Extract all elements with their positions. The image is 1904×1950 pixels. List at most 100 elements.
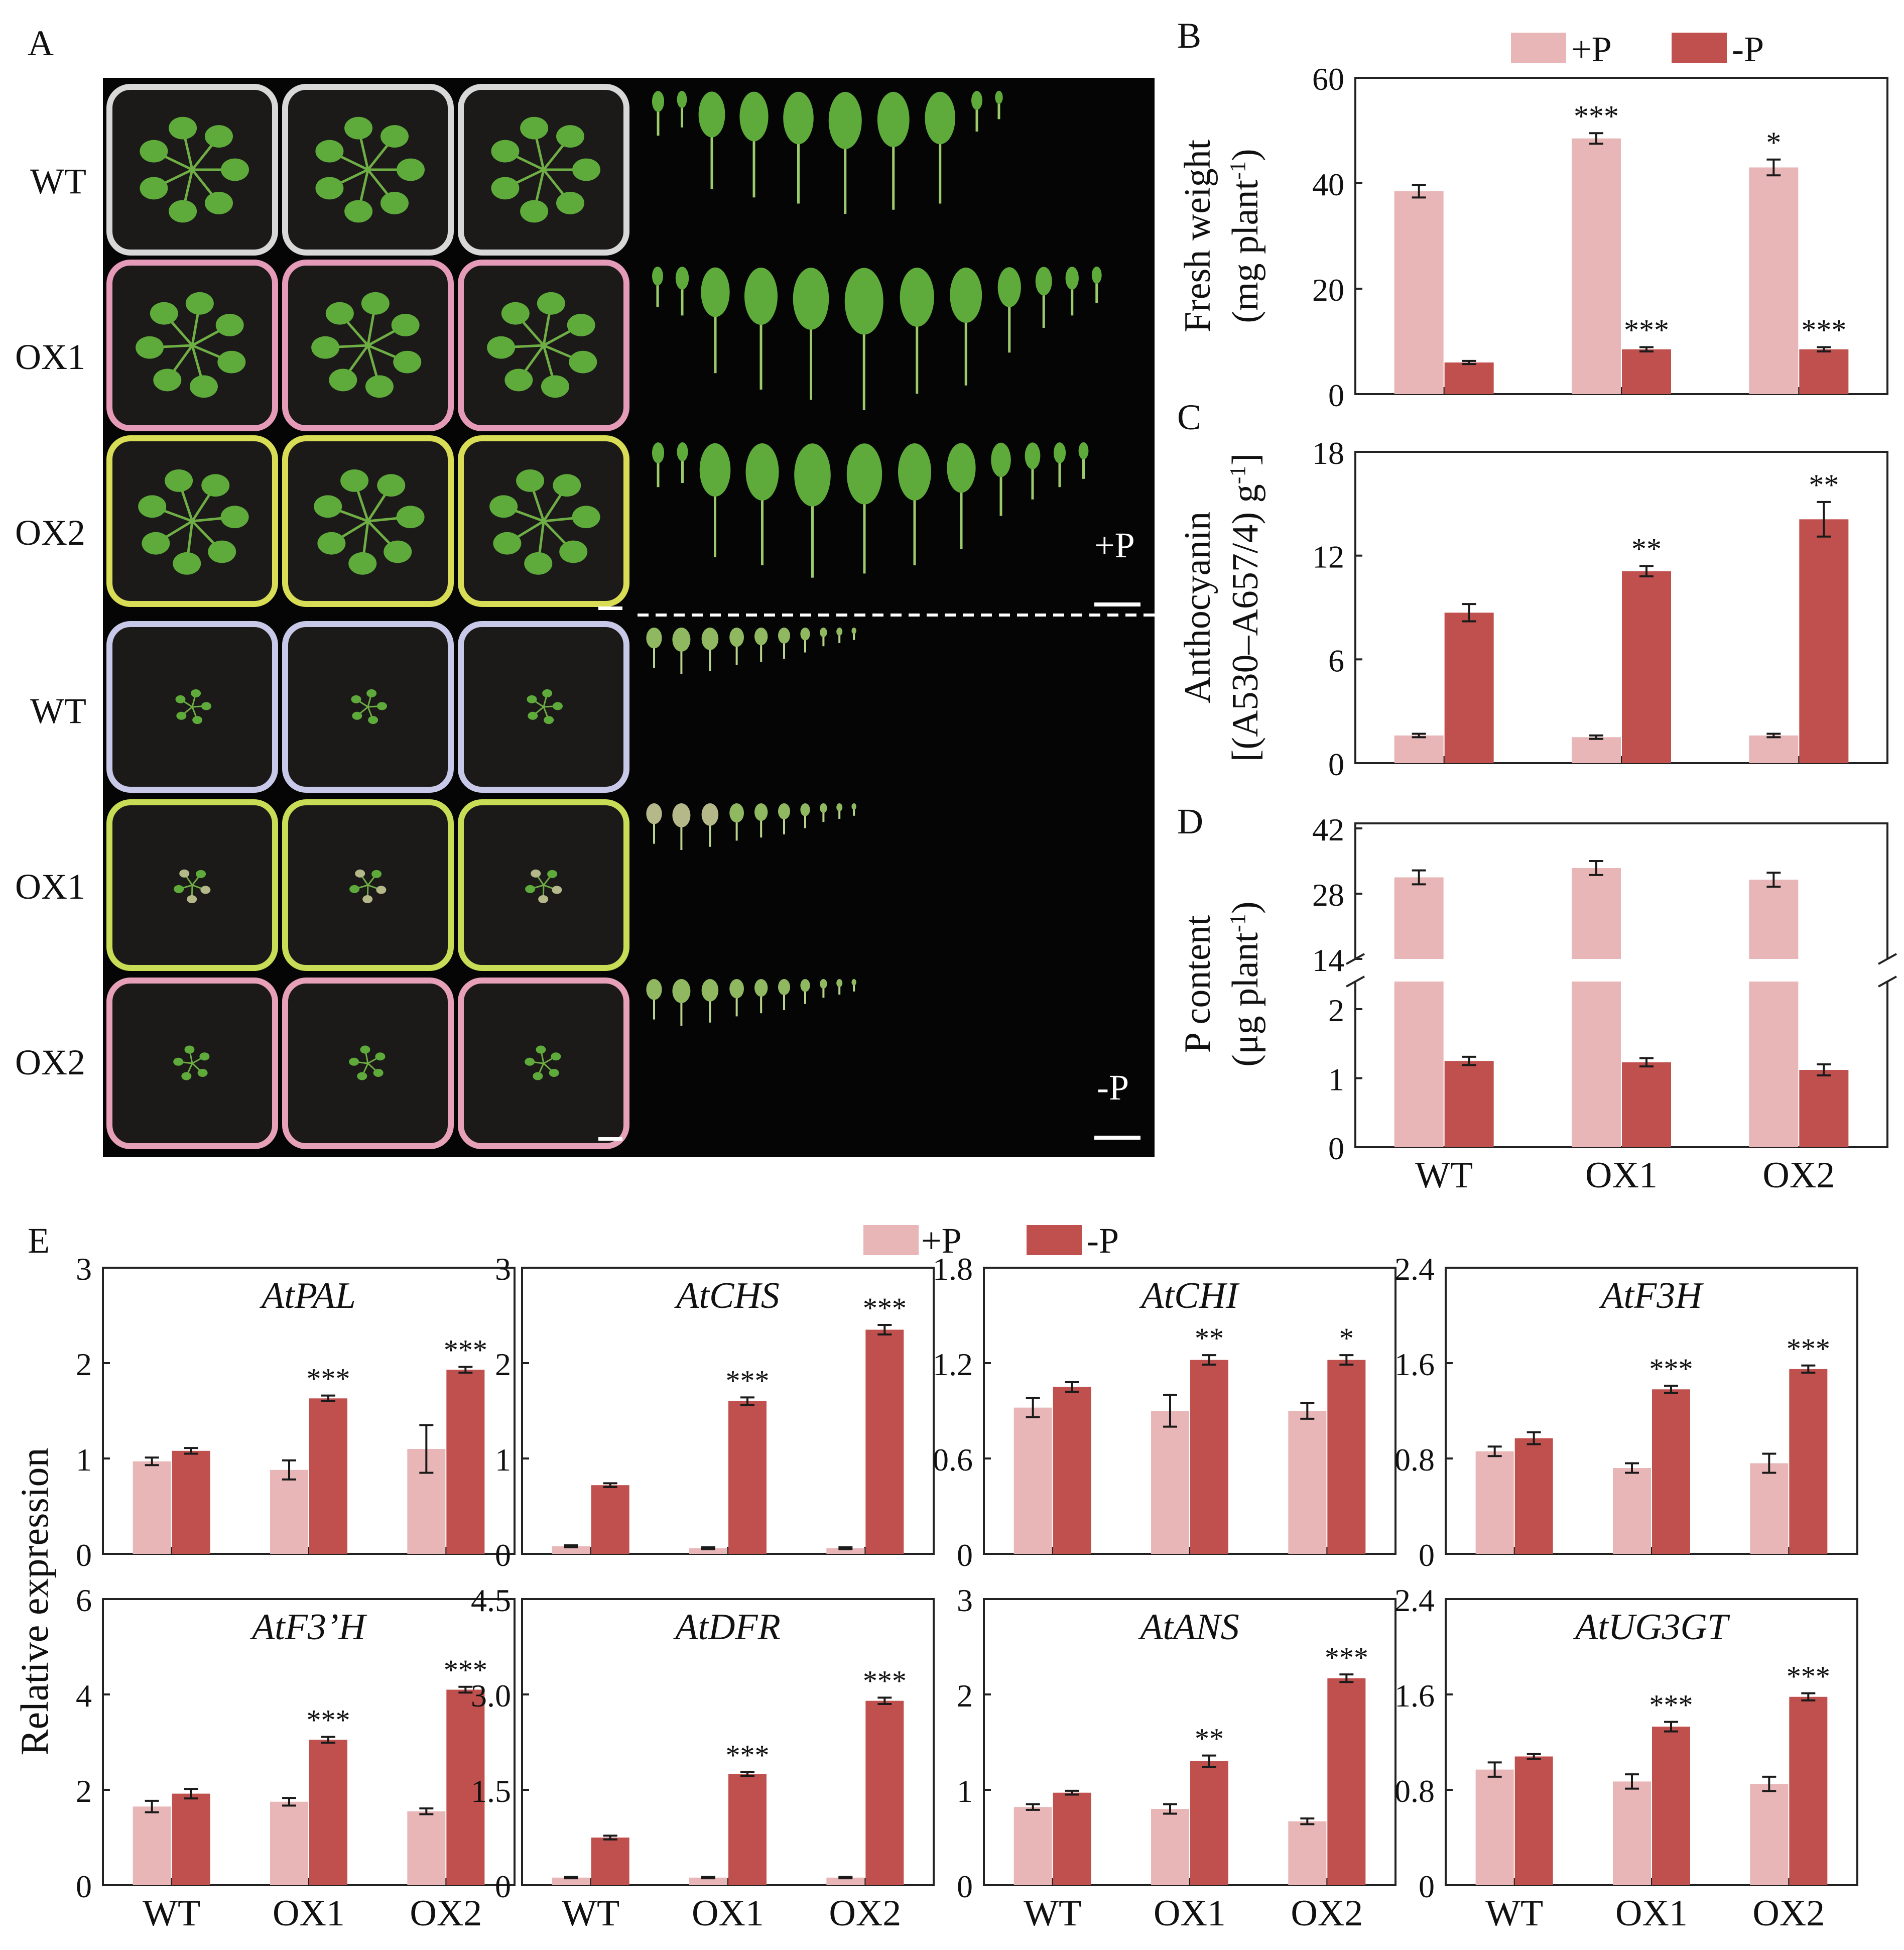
bar-minus bbox=[591, 1838, 629, 1885]
y-tick-label: 0.8 bbox=[1394, 1773, 1435, 1809]
y-tick-label: 0 bbox=[957, 1537, 973, 1573]
detached-leaf bbox=[729, 803, 744, 823]
y-tick-label: 18 bbox=[1312, 435, 1344, 471]
rosette-leaf bbox=[493, 532, 522, 555]
rosette-leaf bbox=[487, 336, 516, 359]
row-label: OX2 bbox=[15, 513, 85, 553]
significance-stars: *** bbox=[726, 1364, 770, 1397]
rosette-leaf bbox=[196, 870, 206, 878]
y-tick-label: 0 bbox=[495, 1537, 511, 1573]
y-tick-label: 3.0 bbox=[471, 1678, 511, 1714]
rosette-leaf bbox=[176, 711, 187, 720]
rosette-leaf bbox=[547, 870, 558, 878]
legend-e: +P -P bbox=[863, 1221, 1119, 1261]
row-label: WT bbox=[30, 161, 86, 201]
gene-name: AtANS bbox=[1137, 1607, 1239, 1648]
gene-name: AtF3H bbox=[1598, 1275, 1704, 1316]
bar-plus bbox=[1394, 982, 1444, 1147]
rosette-leaf bbox=[191, 689, 201, 697]
rosette-leaf bbox=[567, 314, 595, 336]
bar-plus bbox=[1749, 735, 1799, 763]
bar-plus bbox=[1572, 138, 1621, 394]
legend-swatch-minus bbox=[1027, 1225, 1082, 1255]
rosette-leaf bbox=[187, 895, 197, 903]
detached-leaf bbox=[754, 803, 768, 821]
detached-leaf bbox=[701, 979, 719, 1002]
x-tick-label: OX2 bbox=[1291, 1893, 1363, 1934]
bar-plus bbox=[1013, 1807, 1052, 1885]
x-tick-label: OX2 bbox=[1752, 1893, 1825, 1934]
detached-leaf bbox=[652, 267, 663, 286]
y-tick-label: 28 bbox=[1312, 877, 1344, 913]
y-tick-label: 0.8 bbox=[1394, 1442, 1435, 1478]
panel-letter-b: B bbox=[1177, 16, 1201, 56]
detached-leaf bbox=[950, 267, 982, 323]
bar-minus bbox=[1622, 1062, 1671, 1147]
bar-plus bbox=[1613, 1781, 1651, 1885]
axis-break-mark bbox=[1878, 976, 1897, 988]
detached-leaf bbox=[778, 628, 790, 644]
bar-plus bbox=[270, 1801, 308, 1885]
bar-minus bbox=[446, 1689, 485, 1885]
bar-plus bbox=[689, 1548, 727, 1554]
detached-leaf bbox=[1091, 266, 1102, 284]
chart-anthocyanin: 0 6 12 18 ** ** Anthocyanin [(A530–A657/4) g-1] bbox=[1177, 435, 1888, 782]
rosette-leaf bbox=[215, 314, 244, 336]
detached-leaf bbox=[898, 443, 931, 501]
row-label: WT bbox=[30, 691, 86, 731]
detached-leaf bbox=[900, 268, 934, 327]
detached-leaf bbox=[778, 803, 790, 819]
y-tick-label: 0 bbox=[1328, 747, 1344, 782]
bar-minus bbox=[1799, 519, 1849, 763]
bar-minus bbox=[1190, 1360, 1228, 1554]
bar-minus bbox=[1799, 349, 1849, 394]
gene-panel: 0 0.8 1.6 2.4 *** *** AtF3H bbox=[1394, 1251, 1858, 1573]
bar-minus bbox=[309, 1398, 347, 1554]
y-axis-label: Anthocyanin bbox=[1177, 512, 1218, 703]
y-tick-label: 0 bbox=[1328, 1131, 1344, 1166]
rosette-leaf bbox=[200, 886, 211, 894]
bar-plus bbox=[1572, 868, 1621, 959]
rosette-leaf bbox=[314, 495, 342, 518]
y-tick-label: 60 bbox=[1312, 61, 1344, 97]
y-tick-label: 1.8 bbox=[933, 1251, 973, 1287]
rosette-leaf bbox=[552, 702, 563, 710]
bar-minus bbox=[1514, 1438, 1553, 1554]
gene-name: AtPAL bbox=[259, 1275, 356, 1316]
detached-leaf bbox=[851, 979, 856, 986]
detached-leaf bbox=[820, 628, 827, 638]
rosette-leaf bbox=[142, 532, 170, 555]
bar-minus bbox=[1652, 1727, 1690, 1885]
detached-leaf bbox=[1078, 442, 1089, 460]
rosette-leaf bbox=[536, 1045, 546, 1054]
detached-leaf bbox=[1065, 267, 1079, 290]
detached-leaf bbox=[677, 90, 687, 108]
rosette-leaf bbox=[569, 350, 597, 374]
y-tick-label: 2 bbox=[76, 1347, 92, 1382]
bar-plus bbox=[1394, 735, 1444, 763]
rosette-leaf bbox=[175, 695, 186, 703]
rosette-leaf bbox=[221, 158, 249, 181]
gene-name: AtF3’H bbox=[249, 1607, 367, 1648]
unit-close: ) bbox=[1225, 901, 1266, 914]
row-label: OX1 bbox=[15, 337, 85, 377]
bar-minus bbox=[1622, 571, 1671, 763]
detached-leaf bbox=[995, 90, 1003, 104]
rosette-leaf bbox=[184, 1045, 195, 1054]
y-tick-label: 0 bbox=[495, 1869, 511, 1904]
bar-minus bbox=[1444, 362, 1494, 394]
rosette-leaf bbox=[199, 1052, 210, 1061]
rosette-leaf bbox=[504, 369, 533, 392]
y-tick-label: 0 bbox=[1419, 1869, 1435, 1904]
detached-leaf bbox=[794, 443, 831, 507]
significance-stars: *** bbox=[1649, 1353, 1693, 1385]
panel-letter-c: C bbox=[1177, 397, 1201, 437]
y-tick-label: 0.6 bbox=[933, 1442, 973, 1478]
bar-minus bbox=[1444, 613, 1494, 763]
rosette-leaf bbox=[348, 552, 377, 575]
rosette-leaf bbox=[185, 292, 214, 315]
y-axis-units: (μg plant-1) bbox=[1225, 901, 1266, 1066]
rosette-leaf bbox=[551, 1052, 561, 1061]
detached-leaf bbox=[672, 628, 691, 652]
plot-frame bbox=[1354, 822, 1888, 1148]
